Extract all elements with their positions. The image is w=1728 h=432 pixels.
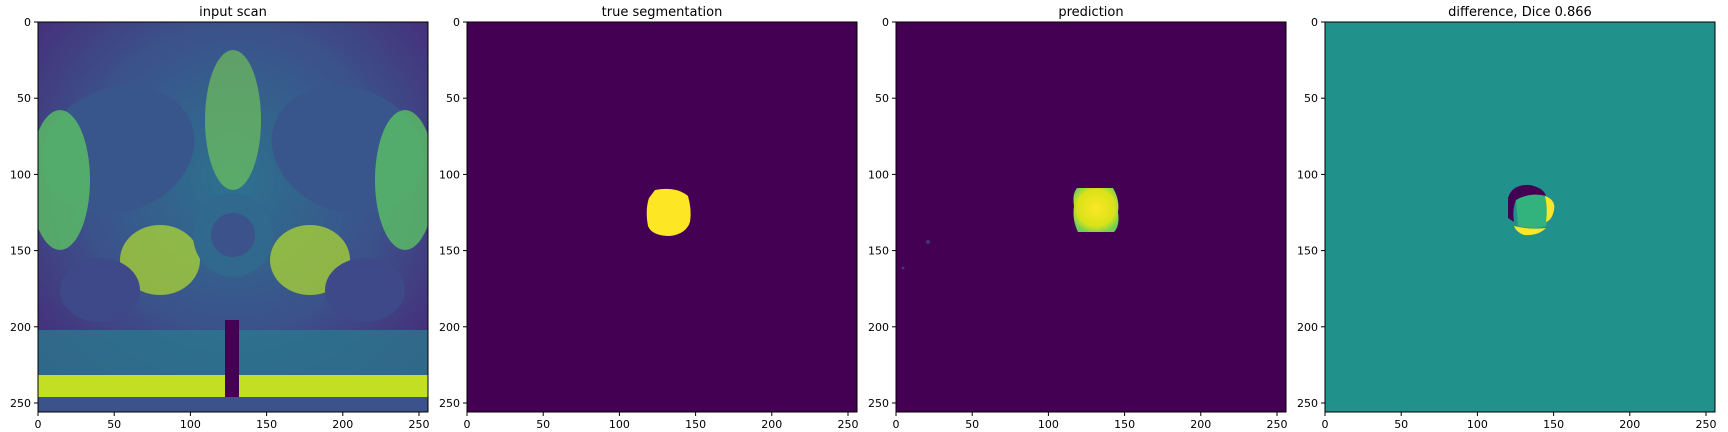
x-tick-label: 50 xyxy=(965,418,979,431)
x-tick-label: 250 xyxy=(838,418,859,431)
panel-prediction: prediction 0 50 100 150 200 250 0 50 100… xyxy=(868,5,1288,431)
x-tick-label: 100 xyxy=(180,418,201,431)
y-tick-label: 50 xyxy=(17,92,31,105)
y-tick-label: 200 xyxy=(10,321,31,334)
x-axis-ticks: 0 50 100 150 200 250 xyxy=(35,412,430,431)
y-tick-label: 50 xyxy=(875,92,889,105)
y-tick-label: 250 xyxy=(1297,397,1318,410)
x-tick-label: 200 xyxy=(761,418,782,431)
y-tick-label: 250 xyxy=(10,397,31,410)
x-tick-label: 200 xyxy=(1190,418,1211,431)
y-axis-ticks: 0 50 100 150 200 250 xyxy=(868,16,896,410)
x-tick-label: 250 xyxy=(1696,418,1717,431)
y-tick-label: 150 xyxy=(868,245,889,258)
x-tick-label: 0 xyxy=(464,418,471,431)
x-tick-label: 200 xyxy=(332,418,353,431)
x-tick-label: 150 xyxy=(1543,418,1564,431)
panel-title: input scan xyxy=(199,5,267,20)
difference-positive-region xyxy=(1514,226,1546,236)
x-tick-label: 150 xyxy=(685,418,706,431)
y-tick-label: 200 xyxy=(1297,321,1318,334)
panel-title: prediction xyxy=(1058,5,1123,20)
x-tick-label: 200 xyxy=(1619,418,1640,431)
y-tick-label: 250 xyxy=(868,397,889,410)
x-tick-label: 100 xyxy=(1467,418,1488,431)
x-tick-label: 150 xyxy=(256,418,277,431)
y-tick-label: 100 xyxy=(439,168,460,181)
y-axis-ticks: 0 50 100 150 200 250 xyxy=(439,16,467,410)
x-tick-label: 150 xyxy=(1114,418,1135,431)
prediction-artifact xyxy=(926,240,930,244)
y-tick-label: 150 xyxy=(1297,245,1318,258)
y-tick-label: 0 xyxy=(882,16,889,29)
y-tick-label: 100 xyxy=(10,168,31,181)
x-axis-ticks: 0 50 100 150 200 250 xyxy=(464,412,859,431)
y-axis-ticks: 0 50 100 150 200 250 xyxy=(1297,16,1325,410)
x-tick-label: 0 xyxy=(1322,418,1329,431)
y-tick-label: 100 xyxy=(868,168,889,181)
x-tick-label: 50 xyxy=(536,418,550,431)
y-tick-label: 0 xyxy=(453,16,460,29)
x-tick-label: 50 xyxy=(1394,418,1408,431)
y-tick-label: 0 xyxy=(24,16,31,29)
x-tick-label: 250 xyxy=(409,418,430,431)
prediction-artifact xyxy=(901,266,905,270)
x-axis-ticks: 0 50 100 150 200 250 xyxy=(1322,412,1717,431)
x-tick-label: 100 xyxy=(1038,418,1059,431)
y-tick-label: 50 xyxy=(446,92,460,105)
prediction-mask xyxy=(1073,188,1119,232)
x-axis-ticks: 0 50 100 150 200 250 xyxy=(893,412,1288,431)
y-tick-label: 250 xyxy=(439,397,460,410)
panel-true-segmentation: true segmentation 0 50 100 150 200 250 0… xyxy=(439,5,859,431)
panel-difference: difference, Dice 0.866 0 50 100 150 200 … xyxy=(1297,5,1717,431)
scan-image xyxy=(38,22,428,412)
panel-title: difference, Dice 0.866 xyxy=(1448,5,1592,20)
y-tick-label: 200 xyxy=(439,321,460,334)
panel-input-scan: input scan 0 50 xyxy=(10,5,430,431)
y-tick-label: 150 xyxy=(10,245,31,258)
x-tick-label: 50 xyxy=(107,418,121,431)
x-tick-label: 0 xyxy=(893,418,900,431)
y-tick-label: 200 xyxy=(868,321,889,334)
segmentation-mask xyxy=(646,188,691,236)
x-tick-label: 100 xyxy=(609,418,630,431)
difference-central-region xyxy=(1516,194,1548,228)
y-axis-ticks: 0 50 100 150 200 250 xyxy=(10,16,38,410)
y-tick-label: 0 xyxy=(1311,16,1318,29)
x-tick-label: 250 xyxy=(1267,418,1288,431)
y-tick-label: 100 xyxy=(1297,168,1318,181)
difference-negative-region xyxy=(1508,184,1546,222)
x-tick-label: 0 xyxy=(35,418,42,431)
panel-title: true segmentation xyxy=(602,5,723,20)
y-tick-label: 50 xyxy=(1304,92,1318,105)
difference-positive-region xyxy=(1545,196,1555,222)
y-tick-label: 150 xyxy=(439,245,460,258)
